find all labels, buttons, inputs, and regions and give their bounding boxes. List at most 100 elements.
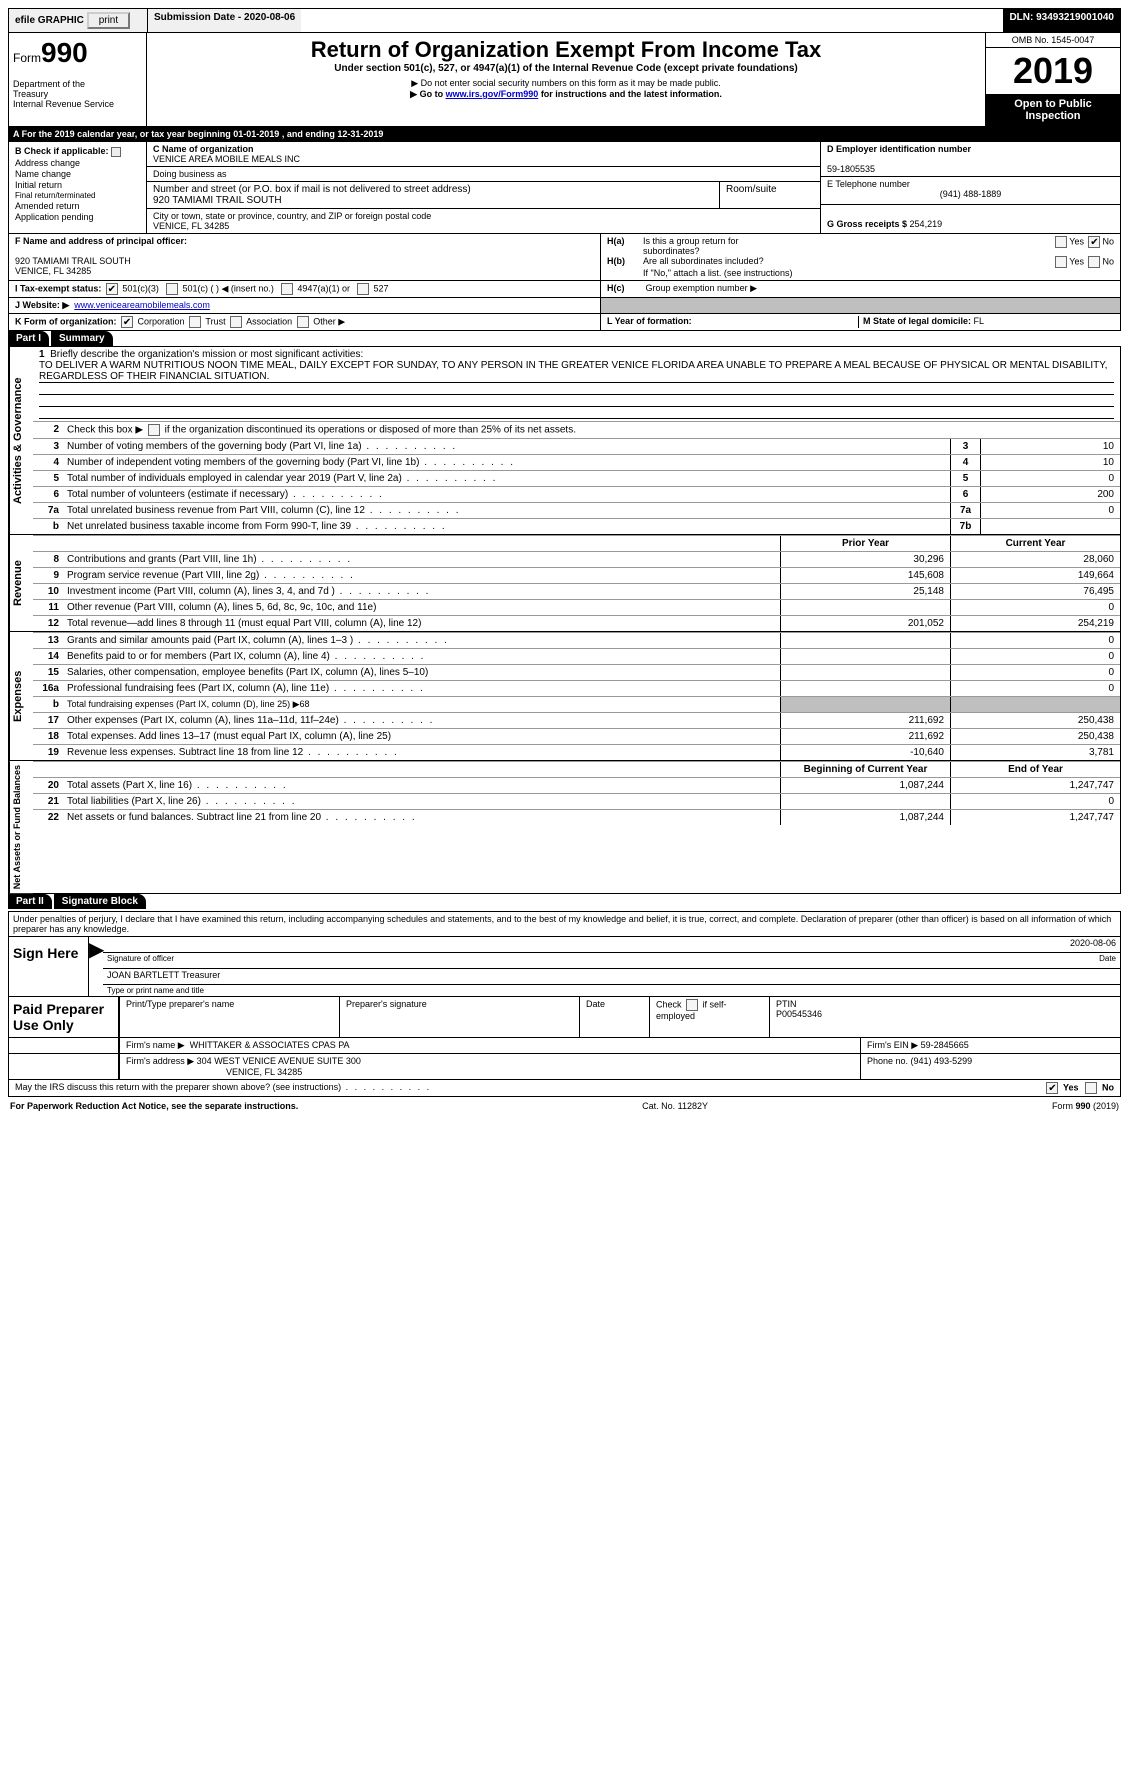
- website-link[interactable]: www.veniceareamobilemeals.com: [74, 300, 210, 310]
- line-12: 12Total revenue—add lines 8 through 11 (…: [33, 615, 1120, 631]
- hb-yes-box[interactable]: [1055, 256, 1067, 268]
- discuss-yes-box[interactable]: [1046, 1082, 1058, 1094]
- l11-desc: Other revenue (Part VIII, column (A), li…: [63, 600, 780, 615]
- date-line: 2020-08-06: [103, 937, 1120, 953]
- l15-py: [780, 665, 950, 680]
- part2-tag: Part II: [8, 894, 52, 909]
- l7a-desc: Total unrelated business revenue from Pa…: [63, 503, 950, 518]
- fh-row-2: I Tax-exempt status: 501(c)(3) 501(c) ( …: [8, 281, 1121, 298]
- discuss-no-box[interactable]: [1085, 1082, 1097, 1094]
- l6-desc: Total number of volunteers (estimate if …: [63, 487, 950, 502]
- rev-lines: Prior Year Current Year 8Contributions a…: [33, 535, 1120, 631]
- 501c3-box[interactable]: [106, 283, 118, 295]
- fh-row-4: K Form of organization: Corporation Trus…: [8, 314, 1121, 331]
- l3-val: 10: [980, 439, 1120, 454]
- city-label: City or town, state or province, country…: [153, 211, 431, 221]
- 527-box[interactable]: [357, 283, 369, 295]
- firm-ein-cell: Firm's EIN ▶ 59-2845665: [860, 1038, 1120, 1053]
- line-16b: b Total fundraising expenses (Part IX, c…: [33, 696, 1120, 712]
- note-2: ▶ Go to www.irs.gov/Form990 for instruct…: [155, 89, 977, 100]
- sig-officer-label: Signature of officer: [107, 954, 1099, 967]
- ha-no: No: [1102, 236, 1114, 246]
- tax-year: 2019: [986, 48, 1120, 94]
- print-button[interactable]: print: [87, 12, 130, 29]
- h5: PTIN: [776, 999, 797, 1009]
- l8-cy: 28,060: [950, 552, 1120, 567]
- other-box[interactable]: [297, 316, 309, 328]
- fh-row-1: F Name and address of principal officer:…: [8, 234, 1121, 281]
- l17-py: 211,692: [780, 713, 950, 728]
- cy-header: Current Year: [950, 536, 1120, 551]
- l7a-val: 0: [980, 503, 1120, 518]
- l19-py: -10,640: [780, 745, 950, 760]
- open-line1: Open to Public: [990, 98, 1116, 110]
- l5-desc: Total number of individuals employed in …: [63, 471, 950, 486]
- topbar: efile GRAPHIC print Submission Date - 20…: [8, 8, 1121, 33]
- part-2-header: Part II Signature Block: [8, 894, 1121, 909]
- dln-cell: DLN: 93493219001040: [1003, 9, 1120, 32]
- footer-mid: Cat. No. 11282Y: [642, 1101, 708, 1111]
- rev-strip: Revenue: [9, 535, 33, 631]
- type-label: Type or print name and title: [103, 985, 1120, 996]
- hb-no-box[interactable]: [1088, 256, 1100, 268]
- sig-date: 2020-08-06: [1070, 938, 1116, 951]
- c-label: C Name of organization: [153, 144, 254, 154]
- l16b-desc: Total fundraising expenses (Part IX, col…: [63, 697, 780, 712]
- note2-a: ▶ Go to: [410, 89, 445, 99]
- l16b-v: 68: [300, 699, 310, 709]
- exp-section: Expenses 13Grants and similar amounts pa…: [8, 632, 1121, 761]
- assoc-box[interactable]: [230, 316, 242, 328]
- 4947-box[interactable]: [281, 283, 293, 295]
- dba-row: Doing business as: [147, 167, 820, 182]
- ha-yes-box[interactable]: [1055, 236, 1067, 248]
- mission-block: 1 Briefly describe the organization's mi…: [33, 347, 1120, 421]
- officer-sig-line: Signature of officer Date: [103, 953, 1120, 969]
- efile-cell: efile GRAPHIC print: [9, 9, 147, 32]
- line-8: 8Contributions and grants (Part VIII, li…: [33, 551, 1120, 567]
- open-inspection: Open to Public Inspection: [986, 94, 1120, 126]
- hb-yes: Yes: [1069, 256, 1084, 266]
- l21-b: [780, 794, 950, 809]
- k-assoc: Association: [246, 316, 292, 326]
- calendar-year-row: A For the 2019 calendar year, or tax yea…: [8, 127, 1121, 142]
- l20-desc: Total assets (Part X, line 16): [63, 778, 780, 793]
- line-21: 21Total liabilities (Part X, line 26) 0: [33, 793, 1120, 809]
- mission-blank-1: [39, 383, 1114, 395]
- dln-value: 93493219001040: [1036, 12, 1114, 23]
- irs-link[interactable]: www.irs.gov/Form990: [446, 89, 539, 99]
- check-label: B Check if applicable:: [15, 146, 109, 156]
- h1: Print/Type preparer's name: [119, 997, 339, 1037]
- prep-label: Paid Preparer Use Only: [9, 997, 119, 1037]
- final-return: Final return/terminated: [15, 191, 140, 200]
- h4: Check if self-employed: [649, 997, 769, 1037]
- l2-checkbox[interactable]: [148, 424, 160, 436]
- rev-section: Revenue Prior Year Current Year 8Contrib…: [8, 535, 1121, 632]
- l13-py: [780, 633, 950, 648]
- line-18: 18Total expenses. Add lines 13–17 (must …: [33, 728, 1120, 744]
- line-5: 5Total number of individuals employed in…: [33, 470, 1120, 486]
- l6-val: 200: [980, 487, 1120, 502]
- h-note: If "No," attach a list. (see instruction…: [607, 268, 1114, 278]
- line-10: 10Investment income (Part VIII, column (…: [33, 583, 1120, 599]
- 501c-box[interactable]: [166, 283, 178, 295]
- line-9: 9Program service revenue (Part VIII, lin…: [33, 567, 1120, 583]
- na-header: Beginning of Current Year End of Year: [33, 761, 1120, 777]
- l8-py: 30,296: [780, 552, 950, 567]
- part-1-header: Part I Summary: [8, 331, 1121, 346]
- checkbox-icon[interactable]: [111, 147, 121, 157]
- form-left: Form990 Department of the Treasury Inter…: [9, 33, 147, 126]
- line-3: 3Number of voting members of the governi…: [33, 438, 1120, 454]
- l2-desc: Check this box ▶ if the organization dis…: [63, 422, 1120, 438]
- dept-line2: Treasury: [13, 89, 142, 99]
- na-section: Net Assets or Fund Balances Beginning of…: [8, 761, 1121, 894]
- form-header: Form990 Department of the Treasury Inter…: [8, 33, 1121, 127]
- ha-no-box[interactable]: [1088, 236, 1100, 248]
- self-emp-box[interactable]: [686, 999, 698, 1011]
- trust-box[interactable]: [189, 316, 201, 328]
- firm-addr-cell: Firm's address ▶ 304 WEST VENICE AVENUE …: [119, 1054, 860, 1079]
- corp-box[interactable]: [121, 316, 133, 328]
- footer-left: For Paperwork Reduction Act Notice, see …: [10, 1101, 298, 1111]
- phone-l: Phone no.: [867, 1056, 911, 1066]
- l16b-cy: [950, 697, 1120, 712]
- footer: For Paperwork Reduction Act Notice, see …: [8, 1101, 1121, 1111]
